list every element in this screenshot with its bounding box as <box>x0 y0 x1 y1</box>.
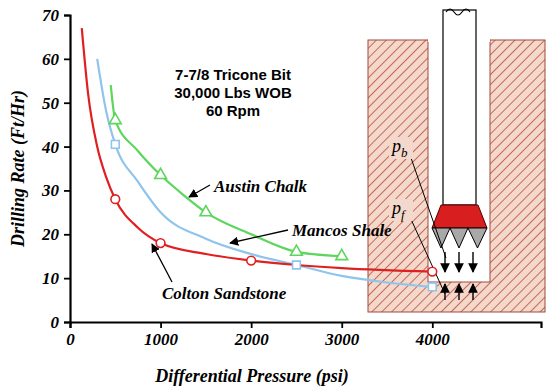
pipe-break <box>446 9 470 15</box>
bit-body <box>432 205 487 228</box>
tick: 60 <box>42 50 70 69</box>
curve <box>97 59 432 287</box>
tick: 30 <box>41 181 70 200</box>
curve <box>82 28 433 271</box>
bit-cone <box>450 228 468 248</box>
marker-point <box>293 261 301 269</box>
label-leader <box>410 217 445 294</box>
label-leader <box>410 155 446 258</box>
tick-label: 50 <box>42 94 60 113</box>
label-arrow <box>230 230 288 243</box>
bit-cone <box>468 228 487 248</box>
tick-mark <box>341 322 343 328</box>
series-label: Mancos Shale <box>291 221 392 240</box>
pressure-arrow-down <box>472 252 473 272</box>
tick: 20 <box>41 225 70 244</box>
marker-point <box>111 141 119 149</box>
chart-root: pbpf01000200030004000010203040506070Diff… <box>0 0 547 392</box>
wellbore-diagram: pbpf <box>368 9 545 312</box>
y-axis-title: Drilling Rate (Ft/Hr) <box>8 90 29 248</box>
tick: 50 <box>42 94 70 113</box>
tick-label: 0 <box>51 313 60 332</box>
tick-mark <box>64 278 70 280</box>
marker-point <box>200 206 212 216</box>
plot-area <box>82 28 437 291</box>
series-label: Austin Chalk <box>213 177 308 196</box>
annotation: 60 Rpm <box>206 102 260 119</box>
tick: 3000 <box>324 322 360 349</box>
tick-label: 3000 <box>324 330 360 349</box>
marker-point <box>247 256 256 265</box>
tick-label: 70 <box>42 6 60 25</box>
tick-mark <box>64 190 70 192</box>
diagram-label: pb <box>390 136 408 160</box>
x-axis-title: Differential Pressure (psi) <box>154 366 349 387</box>
tick-mark <box>64 102 70 104</box>
tick-mark <box>251 322 253 328</box>
tick-label: 30 <box>41 181 60 200</box>
pressure-arrow-down <box>458 252 459 272</box>
marker-point <box>428 267 437 276</box>
pressure-arrow-up <box>458 284 459 300</box>
label-arrow <box>152 244 172 282</box>
tick: 4000 <box>415 322 451 349</box>
marker-point <box>291 245 303 255</box>
annotation: 7-7/8 Tricone Bit <box>175 66 291 83</box>
tick-label: 0 <box>66 330 75 349</box>
tick-mark <box>64 146 70 148</box>
marker-point <box>155 168 167 178</box>
y-axis-line <box>64 16 71 323</box>
tick-label: 2000 <box>234 330 270 349</box>
label-subscript: b <box>401 145 408 160</box>
x-axis-line <box>71 323 542 329</box>
series-label: Colton Sandstone <box>162 284 287 303</box>
tick-mark <box>64 58 70 60</box>
label-patch <box>389 137 413 159</box>
drill-pipe <box>443 10 476 205</box>
tick: 10 <box>42 269 70 288</box>
annotation: 30,000 Lbs WOB <box>174 84 292 101</box>
x-axis: 0 1000 2000 3000 4000 <box>66 322 541 349</box>
marker-point <box>336 249 348 259</box>
marker-point <box>156 239 165 248</box>
tick-mark <box>64 322 70 324</box>
tick-label: 4000 <box>415 330 451 349</box>
label-main: p <box>390 136 401 156</box>
label-subscript: f <box>401 207 407 222</box>
tick: 70 <box>42 6 70 25</box>
tick-mark <box>160 322 162 328</box>
y-axis: 0 10 20 30 40 50 60 70 <box>41 6 71 332</box>
tick-label: 10 <box>42 269 60 288</box>
tick-mark <box>64 234 70 236</box>
marker-point <box>109 113 121 123</box>
tick-label: 40 <box>41 138 60 157</box>
tick: 0 <box>51 313 71 332</box>
label-main: p <box>390 198 401 218</box>
marker-point <box>428 283 436 291</box>
tick: 1000 <box>144 322 179 349</box>
tick-label: 60 <box>42 50 60 69</box>
tick-label: 20 <box>41 225 60 244</box>
tick-mark <box>64 15 70 17</box>
pressure-arrow-up <box>472 284 473 300</box>
tick: 2000 <box>234 322 270 349</box>
marker-point <box>111 195 120 204</box>
tick: 0 <box>66 322 75 349</box>
label-arrow <box>189 185 210 197</box>
tick: 40 <box>41 138 70 157</box>
label-patch <box>389 199 413 221</box>
tick-mark <box>432 322 434 328</box>
diagram-label: pf <box>390 198 407 222</box>
tick-label: 1000 <box>144 330 179 349</box>
